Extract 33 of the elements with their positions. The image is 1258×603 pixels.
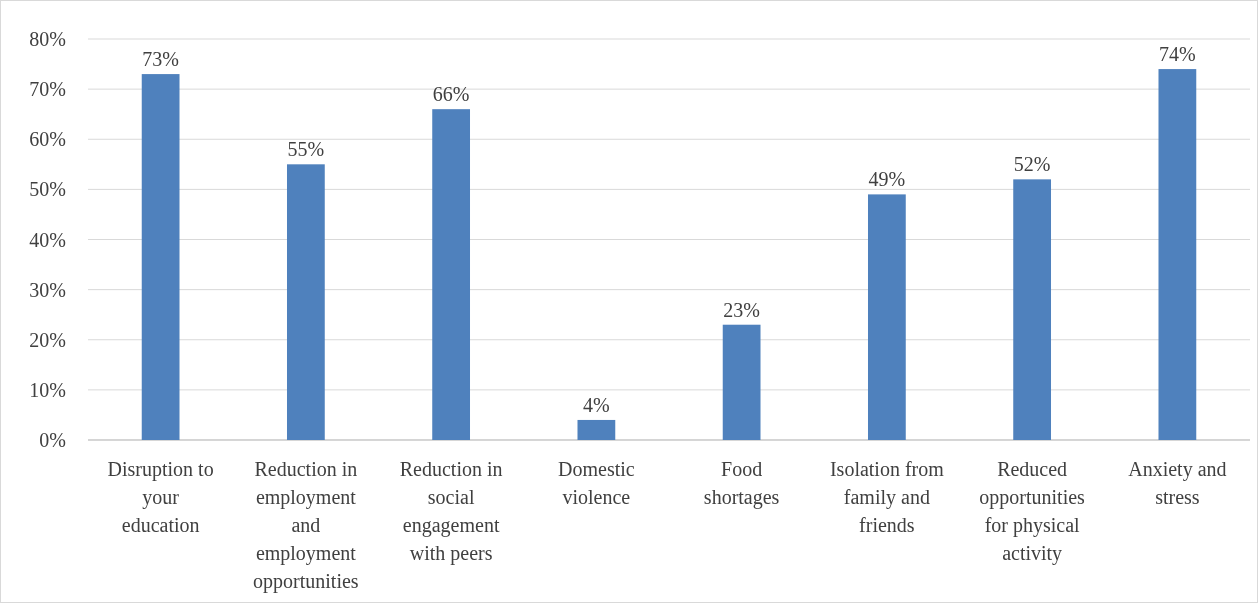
bar xyxy=(432,109,471,440)
data-label: 74% xyxy=(1159,43,1196,66)
y-tick-label: 60% xyxy=(29,128,66,151)
data-label: 23% xyxy=(723,298,760,321)
bar xyxy=(722,324,761,440)
data-label: 49% xyxy=(868,168,906,191)
bar xyxy=(141,74,180,440)
x-tick-label: Disruption to your education xyxy=(107,458,214,536)
x-tick-label: Reduced opportunities for physical activity xyxy=(979,458,1086,565)
data-label: 52% xyxy=(1013,153,1051,176)
y-tick-label: 80% xyxy=(29,28,66,50)
data-label: 55% xyxy=(287,138,325,161)
y-tick-label: 50% xyxy=(29,178,66,201)
bar xyxy=(1158,69,1197,440)
bar xyxy=(867,194,906,440)
y-tick-label: 10% xyxy=(29,378,66,401)
data-label: 66% xyxy=(432,83,470,106)
y-tick-label: 70% xyxy=(29,78,66,101)
y-tick-label: 40% xyxy=(29,228,66,251)
x-tick-label: Anxiety and stress xyxy=(1128,458,1227,508)
x-tick-label: Reduction in social engagement with peers xyxy=(399,458,503,565)
y-tick-label: 0% xyxy=(39,429,66,451)
bar xyxy=(1013,179,1052,440)
data-label: 4% xyxy=(583,393,610,416)
x-tick-label: Isolation from family and friends xyxy=(829,458,945,536)
y-tick-label: 30% xyxy=(29,278,66,301)
x-tick-label: Domestic violence xyxy=(558,458,635,508)
bar xyxy=(286,164,325,440)
bar xyxy=(577,419,616,440)
y-tick-label: 20% xyxy=(29,328,66,351)
x-tick-label: Reduction in employment and employment opportunities xyxy=(253,458,359,593)
x-tick-label: Food shortages xyxy=(703,458,780,509)
data-label: 73% xyxy=(142,48,179,71)
